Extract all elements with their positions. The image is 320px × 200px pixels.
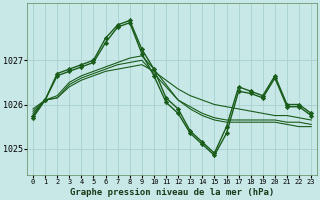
X-axis label: Graphe pression niveau de la mer (hPa): Graphe pression niveau de la mer (hPa) bbox=[70, 188, 274, 197]
